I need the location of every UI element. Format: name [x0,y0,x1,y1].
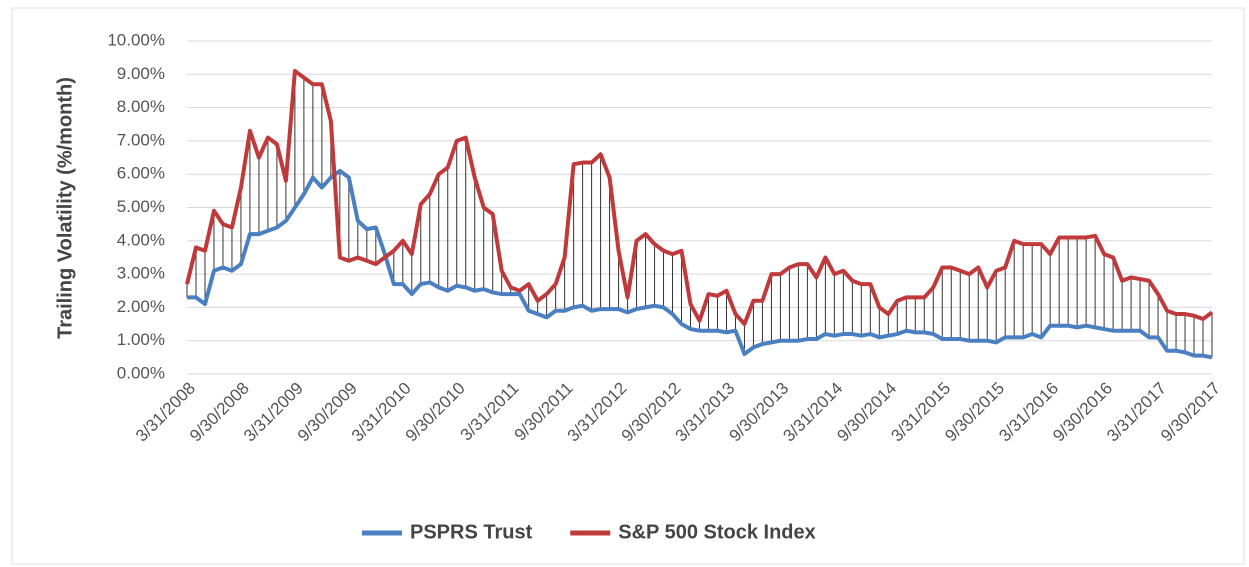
y-tick-label: 0.00% [117,363,165,382]
legend-label: S&P 500 Stock Index [618,521,816,543]
y-tick-label: 1.00% [117,330,165,349]
series-line [187,168,1213,360]
y-tick-label: 3.00% [117,264,165,283]
y-tick-label: 6.00% [117,164,165,183]
y-axis-label: Trailing Volatility (%/month) [54,77,76,339]
y-tick-label: 9.00% [117,64,165,83]
y-tick-label: 7.00% [117,130,165,149]
legend-label: PSPRS Trust [410,521,533,543]
y-tick-label: 4.00% [117,230,165,249]
y-tick-label: 8.00% [117,97,165,116]
y-tick-label: 5.00% [117,197,165,216]
series-line [185,68,1214,327]
y-tick-label: 10.00% [107,30,165,49]
y-tick-label: 2.00% [117,297,165,316]
